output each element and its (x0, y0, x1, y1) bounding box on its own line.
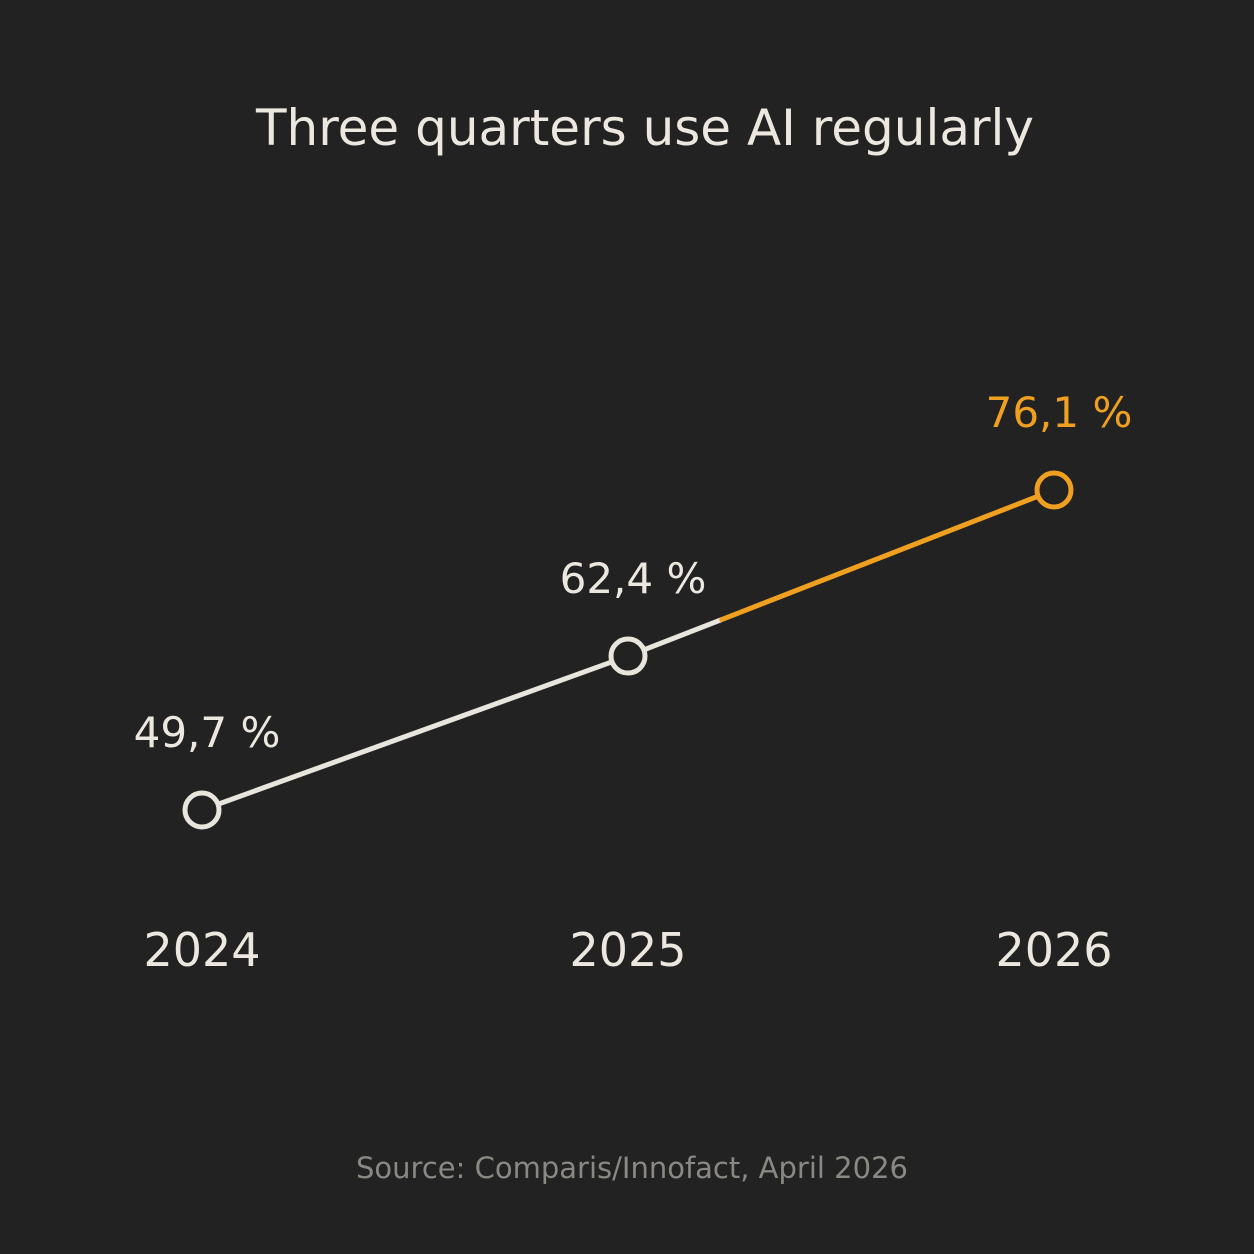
data-point-2025 (608, 636, 648, 676)
x-tick-label-2025: 2025 (569, 923, 686, 977)
line-segment-2025-2026-highlight (719, 487, 1057, 623)
data-points (182, 470, 1074, 830)
x-axis-tick-labels: 2024 2025 2026 (143, 923, 1112, 977)
line-segment-2024-2025 (199, 653, 631, 813)
x-tick-label-2024: 2024 (143, 923, 260, 977)
data-labels: 49,7 % 62,4 % 76,1 % (134, 388, 1133, 757)
x-tick-label-2026: 2026 (995, 923, 1112, 977)
chart-title: Three quarters use AI regularly (255, 99, 1034, 157)
source-note: Source: Comparis/Innofact, April 2026 (356, 1151, 908, 1185)
data-label-2024: 49,7 % (134, 708, 281, 757)
data-label-2025: 62,4 % (560, 554, 707, 603)
data-point-2026 (1034, 470, 1074, 510)
data-label-2026: 76,1 % (986, 388, 1133, 437)
data-point-2024 (182, 790, 222, 830)
